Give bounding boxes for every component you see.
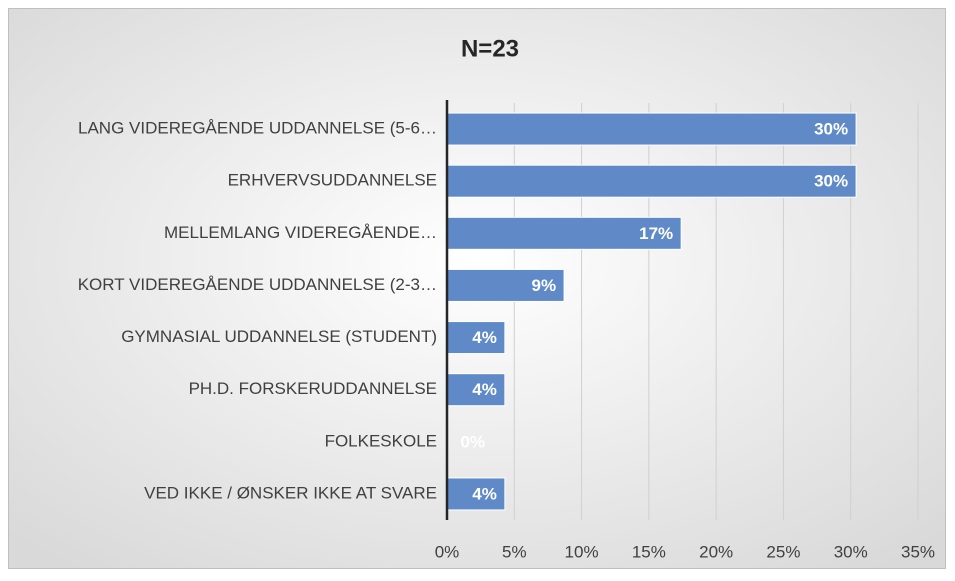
y-tick-label: LANG VIDEREGÅENDE UDDANNELSE (5-6… xyxy=(78,119,437,138)
x-tick-label: 10% xyxy=(565,542,599,561)
y-tick-label: VED IKKE / ØNSKER IKKE AT SVARE xyxy=(144,483,437,502)
data-label: 9% xyxy=(531,276,556,295)
y-tick-label: GYMNASIAL UDDANNELSE (STUDENT) xyxy=(121,327,437,346)
x-tick-label: 30% xyxy=(834,542,868,561)
x-tick-label: 5% xyxy=(502,542,527,561)
y-tick-label: ERHVERVSUDDANNELSE xyxy=(228,171,437,190)
data-label: 0% xyxy=(460,432,485,451)
data-label: 17% xyxy=(639,224,673,243)
y-tick-label: MELLEMLANG VIDEREGÅENDE… xyxy=(164,223,437,242)
bar xyxy=(446,164,857,198)
data-label: 30% xyxy=(814,172,848,191)
y-tick-label: KORT VIDEREGÅENDE UDDANNELSE (2-3… xyxy=(78,275,437,294)
y-tick-label: FOLKESKOLE xyxy=(325,431,437,450)
data-label: 4% xyxy=(472,328,497,347)
x-tick-label: 35% xyxy=(901,542,935,561)
data-label: 4% xyxy=(472,484,497,503)
x-tick-label: 0% xyxy=(435,542,460,561)
y-tick-label: PH.D. FORSKERUDDANNELSE xyxy=(189,379,437,398)
x-tick-label: 20% xyxy=(699,542,733,561)
chart-title: N=23 xyxy=(461,35,519,62)
data-label: 4% xyxy=(472,380,497,399)
data-label: 30% xyxy=(814,120,848,139)
bar xyxy=(446,477,506,511)
bar xyxy=(446,216,682,250)
bar xyxy=(446,373,506,407)
bar xyxy=(446,268,565,302)
x-tick-label: 25% xyxy=(766,542,800,561)
bar xyxy=(446,112,857,146)
x-tick-label: 15% xyxy=(632,542,666,561)
